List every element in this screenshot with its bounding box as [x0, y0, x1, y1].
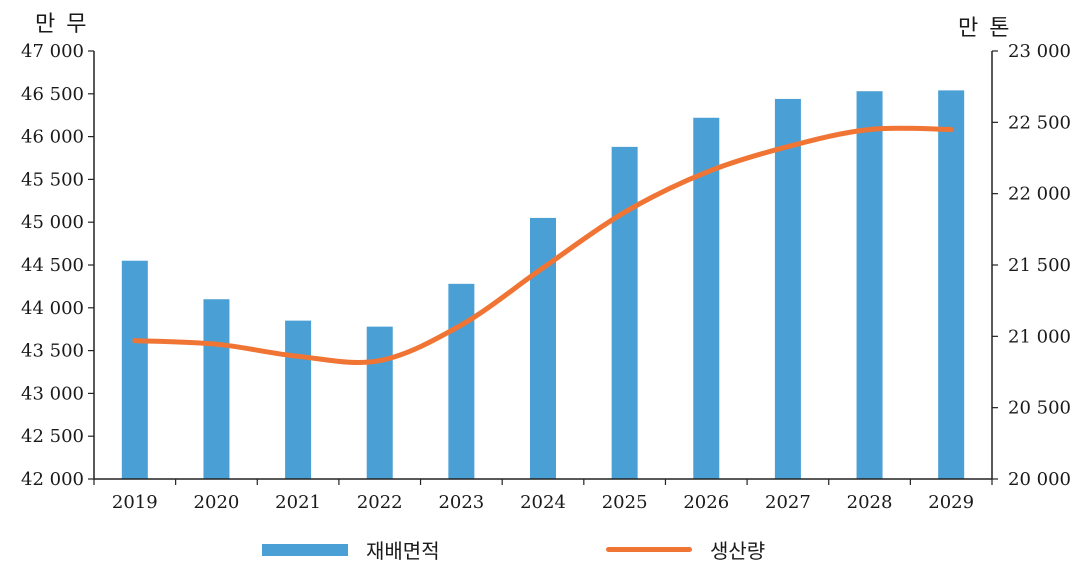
- x-tick-label: 2024: [520, 492, 566, 513]
- legend-bar-swatch: [262, 543, 348, 556]
- left-tick-label: 43 000: [21, 383, 84, 404]
- x-tick-label: 2023: [438, 492, 484, 513]
- axes: 42 000 42 500 43 000 43 500 44 000 44 500 45 0…: [21, 41, 1071, 513]
- x-tick-label: 2019: [112, 492, 158, 513]
- left-tick-label: 42 000: [21, 469, 84, 490]
- x-tick-label: 2027: [765, 492, 811, 513]
- right-axis-unit: 만 톤: [958, 16, 1012, 41]
- x-tick-label: 2029: [928, 492, 974, 513]
- bar-2020: [203, 299, 230, 479]
- right-tick-label: 22 500: [1008, 112, 1071, 133]
- right-tick-label: 22 000: [1008, 184, 1071, 205]
- left-tick-label: 44 000: [21, 298, 84, 319]
- bar-2024: [530, 217, 556, 480]
- bar-series: [121, 90, 965, 480]
- line-series: [132, 125, 954, 365]
- x-tick-label: 2021: [275, 492, 321, 513]
- legend-item-production: 생산량: [606, 535, 765, 564]
- bar-2021: [285, 320, 312, 479]
- left-tick-label: 44 500: [21, 255, 84, 276]
- left-tick-label: 46 000: [21, 127, 84, 148]
- right-tick-label: 20 500: [1008, 398, 1071, 419]
- left-tick-label: 42 500: [21, 426, 84, 447]
- left-tick-label: 45 500: [21, 169, 84, 190]
- x-tick-label: 2026: [683, 492, 729, 513]
- bar-2019: [121, 260, 148, 479]
- x-tick-label: 2025: [602, 492, 648, 513]
- x-tick-label: 2020: [194, 492, 240, 513]
- left-tick-label: 47 000: [21, 41, 84, 62]
- left-tick-label: 43 500: [21, 341, 84, 362]
- bar-2028: [856, 91, 883, 480]
- left-tick-label: 45 000: [21, 212, 84, 233]
- bar-2025: [611, 146, 638, 479]
- legend-label-production: 생산량: [710, 539, 766, 563]
- left-tick-label: 46 500: [21, 84, 84, 105]
- right-tick-label: 20 000: [1008, 469, 1071, 490]
- right-tick-label: 23 000: [1008, 41, 1071, 62]
- legend-item-area: 재배면적: [262, 535, 440, 564]
- legend-line-swatch: [606, 547, 692, 552]
- bar-2022: [366, 326, 393, 479]
- x-tick-label: 2028: [847, 492, 893, 513]
- bar-2029: [938, 90, 965, 479]
- legend-label-area: 재배면적: [366, 539, 440, 563]
- bar-2023: [448, 283, 475, 479]
- bar-2027: [774, 98, 801, 479]
- right-tick-label: 21 000: [1008, 326, 1071, 347]
- left-axis-unit: 만 무: [35, 12, 89, 37]
- right-tick-label: 21 500: [1008, 255, 1071, 276]
- x-tick-label: 2022: [357, 492, 403, 513]
